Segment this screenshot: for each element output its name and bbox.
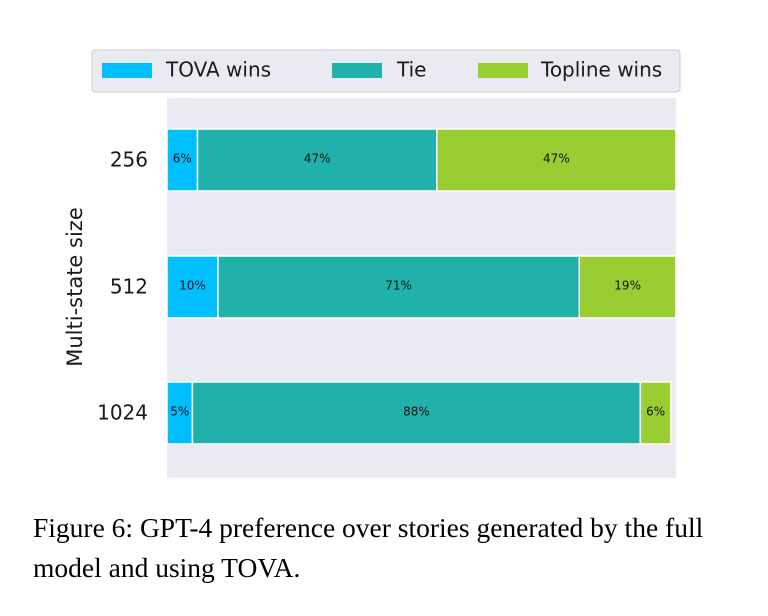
bar-256-tova-wins [166, 128, 199, 192]
bar-value-label: 47% [304, 152, 331, 166]
y-tick-label-512: 512 [110, 275, 148, 299]
bar-256-topline-wins [436, 128, 677, 192]
bar-value-label: 47% [543, 152, 570, 166]
bar-value-label: 6% [646, 405, 665, 419]
bar-1024-tie [191, 381, 642, 445]
bar-value-label: 88% [403, 405, 430, 419]
legend-swatch-topline-wins [478, 63, 528, 78]
bars-layer: 6% 47% 47% 10% 71% 19% 5% 88% 6% [166, 128, 677, 445]
y-tick-label-1024: 1024 [97, 401, 148, 425]
bar-1024-topline-wins [639, 381, 672, 445]
bar-value-label: 5% [170, 405, 189, 419]
bar-512-tie [217, 255, 581, 319]
legend-label: Topline wins [540, 58, 662, 82]
figure-caption: Figure 6: GPT-4 preference over stories … [33, 512, 704, 583]
y-tick-labels: 256 512 1024 [97, 148, 148, 425]
y-axis-label: Multi-state size [63, 207, 87, 367]
legend-swatch-tie [332, 63, 382, 78]
legend-frame [91, 49, 681, 93]
legend-label: TOVA wins [165, 58, 271, 82]
bar-value-label: 10% [179, 279, 206, 293]
legend-swatch-tova-wins [102, 63, 152, 78]
stacked-bar-chart: 6% 47% 47% 10% 71% 19% 5% 88% 6% 256 512 1024 Mult… [63, 49, 681, 478]
bar-value-label: 19% [614, 279, 641, 293]
legend: TOVA wins Tie Topline wins [91, 49, 681, 93]
bar-256-tie [196, 128, 438, 192]
legend-label: Tie [396, 58, 426, 82]
bar-value-label: 6% [173, 152, 192, 166]
bar-512-tova-wins [166, 255, 219, 319]
bar-512-topline-wins [578, 255, 677, 319]
bar-value-label: 71% [385, 279, 412, 293]
y-tick-label-256: 256 [110, 148, 148, 172]
